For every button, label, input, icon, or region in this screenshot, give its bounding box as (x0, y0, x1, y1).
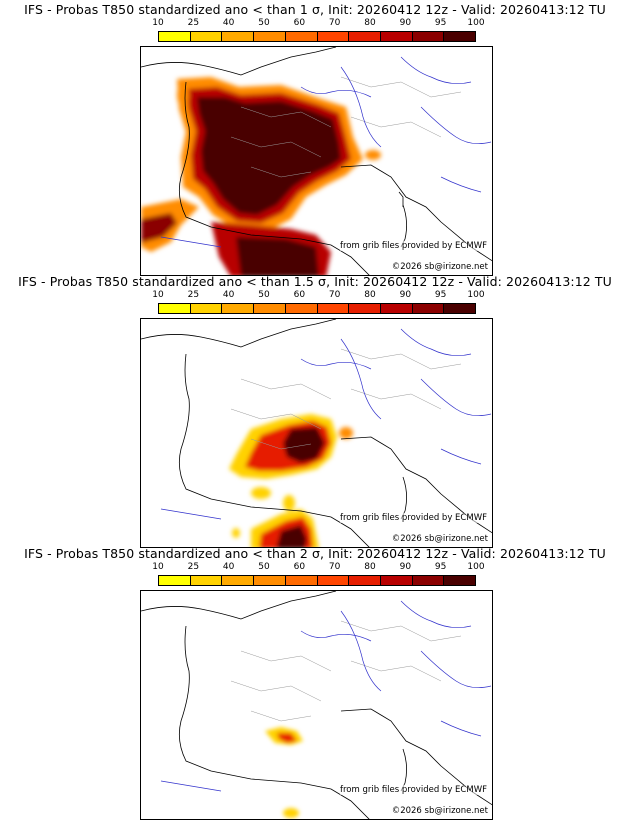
colorbar-segment (285, 32, 318, 41)
colorbar-segment (159, 32, 191, 41)
colorbar-segment (380, 304, 413, 313)
colorbar-segment (254, 576, 286, 585)
colorbar-ticks: 10 25 40 50 60 70 80 90 95 100 (152, 290, 484, 302)
colorbar-tick-label: 50 (258, 18, 270, 28)
colorbar-ticks: 10 25 40 50 60 70 80 90 95 100 (152, 562, 484, 574)
colorbar-tick-label: 70 (328, 562, 341, 572)
colorbar-segment (285, 304, 318, 313)
data-source-credit: from grib files provided by ECMWF (340, 785, 487, 795)
colorbar-segment (317, 304, 350, 313)
map-graphic (141, 319, 492, 547)
colorbar-segment (285, 576, 318, 585)
colorbar-segment (317, 32, 350, 41)
data-source-credit: from grib files provided by ECMWF (340, 513, 487, 523)
probability-map: from grib files provided by ECMWF ©2026 … (140, 590, 493, 820)
probability-map: from grib files provided by ECMWF ©2026 … (140, 318, 493, 548)
colorbar-segment (444, 576, 476, 585)
colorbar-segment (380, 32, 413, 41)
data-source-credit: from grib files provided by ECMWF (340, 241, 487, 251)
colorbar (158, 31, 476, 42)
colorbar-tick-label: 80 (364, 290, 376, 300)
colorbar-segment (190, 304, 223, 313)
colorbar-tick-label: 40 (222, 18, 235, 28)
colorbar-tick-label: 10 (152, 562, 164, 572)
panel-title: IFS - Probas T850 standardized ano < tha… (18, 274, 612, 289)
colorbar-tick-label: 100 (467, 562, 485, 572)
colorbar (158, 303, 476, 314)
colorbar-tick-label: 90 (399, 562, 412, 572)
colorbar-segment (444, 304, 476, 313)
colorbar-segment (412, 304, 445, 313)
colorbar-ticks: 10 25 40 50 60 70 80 90 95 100 (152, 18, 484, 30)
colorbar-tick-label: 80 (364, 18, 376, 28)
colorbar-tick-label: 40 (222, 562, 235, 572)
copyright-credit: ©2026 sb@irizone.net (391, 806, 488, 816)
colorbar-tick-label: 50 (258, 562, 270, 572)
colorbar-tick-label: 60 (293, 290, 306, 300)
map-graphic (141, 47, 492, 275)
colorbar-tick-label: 25 (187, 18, 200, 28)
map-panel-1: IFS - Probas T850 standardized ano < tha… (0, 0, 630, 276)
colorbar-tick-label: 70 (328, 18, 341, 28)
colorbar-segment (349, 304, 381, 313)
colorbar-segment (380, 576, 413, 585)
panel-title: IFS - Probas T850 standardized ano < tha… (24, 546, 606, 561)
colorbar-segment (222, 576, 255, 585)
colorbar-segment (159, 576, 191, 585)
colorbar-tick-label: 60 (293, 562, 306, 572)
colorbar-tick-label: 100 (467, 290, 485, 300)
colorbar-tick-label: 50 (258, 290, 270, 300)
colorbar-tick-label: 25 (187, 290, 200, 300)
colorbar (158, 575, 476, 586)
colorbar-tick-label: 100 (467, 18, 485, 28)
map-panel-3: IFS - Probas T850 standardized ano < tha… (0, 544, 630, 820)
colorbar-tick-label: 90 (399, 290, 412, 300)
colorbar-segment (190, 32, 223, 41)
colorbar-segment (222, 32, 255, 41)
colorbar-segment (349, 32, 381, 41)
colorbar-segment (444, 32, 476, 41)
colorbar-tick-label: 80 (364, 562, 376, 572)
colorbar-tick-label: 95 (434, 290, 447, 300)
colorbar-segment (254, 304, 286, 313)
colorbar-tick-label: 40 (222, 290, 235, 300)
colorbar-tick-label: 90 (399, 18, 412, 28)
colorbar-tick-label: 70 (328, 290, 341, 300)
colorbar-segment (159, 304, 191, 313)
colorbar-tick-label: 60 (293, 18, 306, 28)
colorbar-tick-label: 10 (152, 18, 164, 28)
colorbar-tick-label: 25 (187, 562, 200, 572)
colorbar-segment (412, 32, 445, 41)
colorbar-tick-label: 10 (152, 290, 164, 300)
colorbar-segment (254, 32, 286, 41)
colorbar-segment (190, 576, 223, 585)
colorbar-tick-label: 95 (434, 562, 447, 572)
copyright-credit: ©2026 sb@irizone.net (391, 262, 488, 272)
colorbar-segment (349, 576, 381, 585)
panel-title: IFS - Probas T850 standardized ano < tha… (24, 2, 606, 17)
map-panel-2: IFS - Probas T850 standardized ano < tha… (0, 272, 630, 548)
colorbar-tick-label: 95 (434, 18, 447, 28)
colorbar-segment (317, 576, 350, 585)
copyright-credit: ©2026 sb@irizone.net (391, 534, 488, 544)
colorbar-segment (222, 304, 255, 313)
colorbar-segment (412, 576, 445, 585)
probability-map: from grib files provided by ECMWF ©2026 … (140, 46, 493, 276)
